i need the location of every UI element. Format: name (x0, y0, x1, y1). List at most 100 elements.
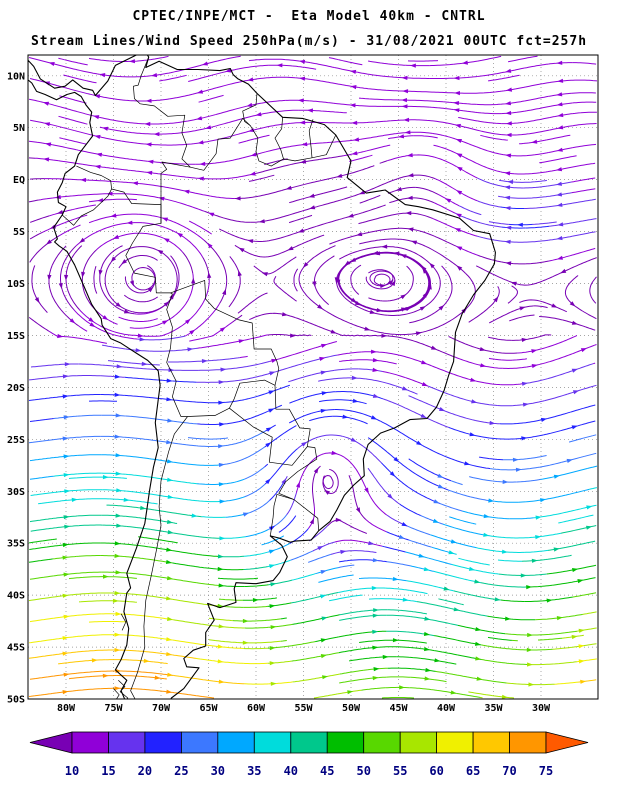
colorbar-tick-label: 60 (429, 764, 443, 778)
streamline (28, 130, 597, 166)
streamline (29, 538, 57, 544)
streamline (349, 154, 373, 162)
streamline (458, 557, 490, 566)
streamline (138, 536, 178, 544)
colorbar-segment (326, 731, 365, 754)
streamline (367, 467, 597, 540)
streamline (288, 214, 313, 224)
streamline (365, 269, 396, 290)
streamline (58, 115, 88, 125)
streamline (387, 186, 482, 216)
colorbar-tick-label: 45 (320, 764, 334, 778)
streamlines-layer (28, 55, 598, 699)
streamline (102, 333, 312, 353)
lat-tick-label: 15S (7, 331, 25, 342)
streamline-map-figure: 10N 5N EQ 5S 10S 15S 20S 25S 30S 35S 40S 45S 50S 80W 7… (7, 54, 599, 778)
streamline (458, 111, 597, 126)
streamline (248, 58, 597, 81)
streamline (59, 137, 87, 145)
streamline (81, 232, 196, 329)
streamline (308, 549, 377, 563)
streamline (487, 334, 552, 342)
streamline (38, 497, 158, 505)
streamline (568, 434, 597, 443)
streamline (68, 475, 127, 480)
lon-tick-label: 55W (294, 703, 313, 714)
lon-tick-label: 80W (57, 703, 76, 714)
map-frame (27, 54, 599, 700)
streamline (168, 355, 248, 364)
chart-subtitle: Stream Lines/Wind Speed 250hPa(m/s) - 31… (30, 34, 588, 49)
streamline (29, 224, 81, 263)
lat-tick-label: 20S (7, 383, 25, 394)
streamline (488, 74, 520, 82)
streamline (480, 134, 508, 141)
streamline (368, 597, 597, 621)
lat-axis-labels: 10N 5N EQ 5S 10S 15S 20S 25S 30S 35S 40S 45S 50S (7, 71, 25, 705)
colorbar-segment (217, 731, 255, 754)
streamline (334, 244, 441, 316)
streamline (358, 92, 596, 106)
streamline (188, 63, 317, 82)
streamline (28, 55, 241, 78)
colorbar-segment (509, 731, 547, 754)
lat-tick-label: EQ (13, 175, 25, 186)
streamline (407, 60, 439, 62)
streamline (387, 134, 438, 140)
streamline (507, 285, 518, 304)
lat-tick-label: 5S (13, 227, 25, 238)
chart-title: CPTEC/INPE/MCT - Eta Model 40km - CNTRL (132, 9, 486, 24)
streamline (28, 144, 391, 181)
streamline (28, 424, 276, 449)
lat-tick-label: 40S (7, 591, 25, 602)
streamline (28, 384, 291, 405)
streamline (58, 57, 88, 66)
country-border (125, 118, 337, 531)
streamline (30, 117, 597, 147)
streamline (449, 516, 477, 525)
streamline (488, 357, 527, 361)
streamline (28, 173, 596, 224)
geography-layer (28, 55, 496, 699)
streamline (409, 265, 453, 324)
streamline (475, 257, 597, 286)
streamline (106, 476, 288, 518)
streamline (29, 425, 297, 468)
streamline (29, 513, 178, 524)
streamline (309, 414, 368, 425)
streamline (293, 268, 299, 292)
lon-tick-label: 30W (532, 703, 551, 714)
lat-tick-label: 10S (7, 279, 25, 290)
streamline (318, 375, 418, 395)
streamline (359, 194, 381, 204)
streamline (433, 144, 596, 176)
colorbar-segment (253, 731, 292, 754)
streamline (68, 673, 167, 680)
streamline (30, 450, 596, 554)
streamline (339, 358, 397, 365)
streamline (408, 395, 596, 425)
streamline (28, 586, 428, 609)
streamline (349, 654, 457, 665)
colorbar-segment (436, 731, 474, 754)
colorbar-arrow-right (545, 731, 589, 754)
streamline (509, 314, 535, 322)
colorbar-arrow-left (29, 731, 73, 754)
streamline (381, 697, 415, 699)
streamline (88, 198, 137, 203)
streamline (219, 204, 386, 244)
streamline (217, 577, 259, 580)
streamline (159, 74, 187, 82)
lon-axis-labels: 80W 75W 70W 65W 60W 55W 50W 45W 40W 35W 30W (57, 703, 551, 714)
streamline (519, 134, 571, 145)
streamline (389, 195, 597, 230)
colorbar-segment (108, 731, 146, 754)
streamline (519, 299, 568, 313)
streamline (88, 621, 128, 623)
streamline (264, 158, 288, 165)
lat-tick-label: 10N (7, 71, 25, 82)
colorbar-tick-label: 40 (284, 764, 298, 778)
streamline (63, 74, 97, 84)
streamline (234, 234, 325, 258)
